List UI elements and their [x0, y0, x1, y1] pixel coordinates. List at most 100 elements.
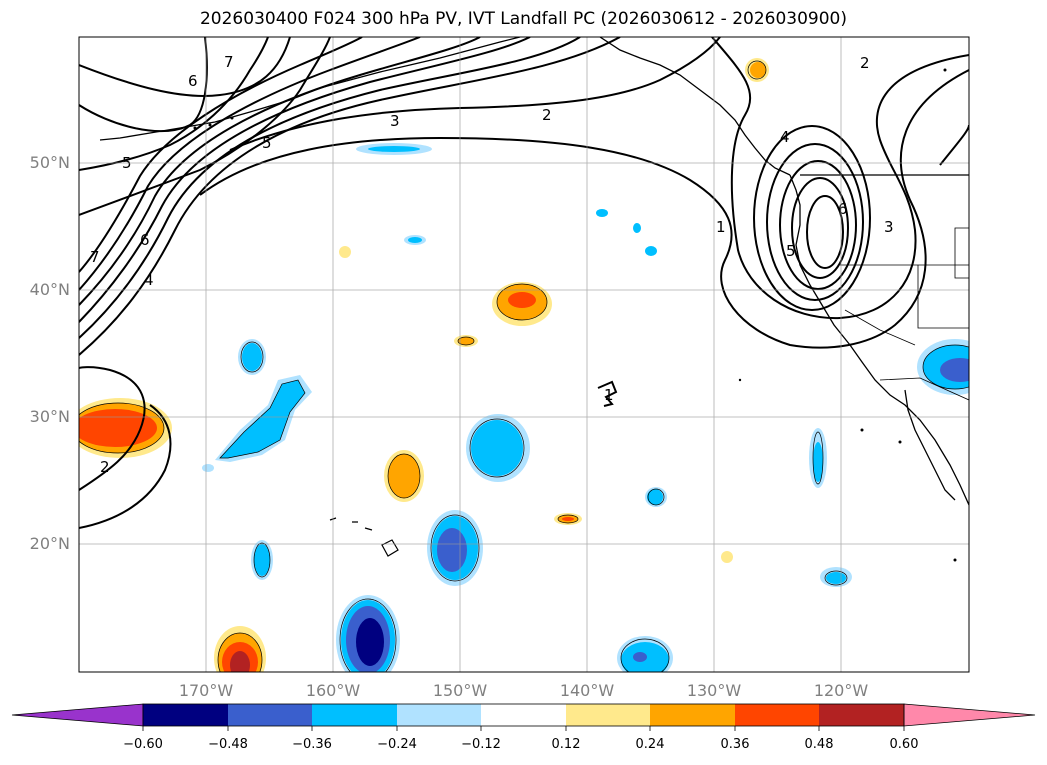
pv-contour: [229, 37, 721, 151]
lon-label: 160°W: [305, 681, 361, 700]
contour-label: 1: [604, 386, 614, 404]
negative-anomaly: [471, 420, 523, 476]
positive-anomaly: [562, 517, 574, 521]
contour-label: 2: [542, 106, 552, 124]
colorbar-extend-high: [903, 703, 1036, 727]
lat-label: 30°N: [29, 407, 70, 426]
pv-contour: [79, 37, 208, 133]
anomaly-outline: [79, 402, 165, 454]
hawaii-islands: [329, 517, 399, 557]
positive-anomaly: [508, 292, 536, 308]
pv-contour: [79, 37, 421, 291]
lon-label: 130°W: [686, 681, 742, 700]
contour-label: 4: [780, 128, 790, 146]
pv-contour: [79, 37, 621, 356]
colorbar-segment: [650, 704, 735, 726]
colorbar-extend-low: [11, 703, 144, 727]
anomaly-outline: [620, 638, 670, 672]
negative-anomaly: [940, 358, 969, 382]
lon-label: 140°W: [559, 681, 615, 700]
na-west-coast: [789, 174, 969, 506]
pv-contours: [79, 37, 969, 529]
pv-contour: [806, 195, 844, 269]
colorbar-segment: [143, 704, 228, 726]
pv-contour: [79, 37, 481, 306]
pv-contour: [79, 366, 146, 491]
positive-anomaly: [388, 454, 420, 498]
lon-label: 150°W: [432, 681, 488, 700]
state-border: [954, 227, 969, 279]
pv-contour: [939, 124, 969, 166]
colorbar-tick-label: 0.36: [720, 737, 750, 752]
anomaly-outline: [824, 570, 848, 586]
contour-label: 7: [90, 248, 100, 266]
pv-contour: [753, 125, 871, 311]
negative-anomaly: [826, 572, 846, 584]
positive-anomaly: [230, 651, 250, 672]
contour-label: 5: [786, 242, 796, 260]
anomaly-outline: [217, 632, 263, 672]
colorbar-tick-label: −0.12: [461, 737, 501, 752]
plot-border: [78, 36, 970, 673]
anomaly-outline: [457, 336, 475, 346]
colorbar-tick-label: −0.60: [123, 737, 163, 752]
contour-label: 2: [100, 458, 110, 476]
anomaly-outline: [747, 60, 767, 80]
pv-contour: [199, 69, 969, 349]
anomaly-outline: [812, 431, 824, 485]
contour-label: 6: [188, 72, 198, 90]
positive-anomaly: [458, 337, 474, 345]
anomaly-outline: [387, 453, 421, 499]
anomaly-outline: [557, 514, 579, 524]
contour-label: 3: [884, 218, 894, 236]
contour-label: 7: [224, 53, 234, 71]
contour-label: 6: [838, 200, 848, 218]
pv-contour: [779, 160, 857, 290]
colorbar-segment: [566, 704, 650, 726]
negative-anomaly: [242, 343, 262, 371]
anomaly-outline: [922, 344, 969, 390]
contour-labels: 7 6 5 5 3 2 2 6 7 4 1 4 6 5 3 1 2: [90, 53, 894, 476]
negative-anomaly: [368, 146, 420, 152]
anomaly-outlines: [79, 60, 969, 672]
lon-label: 120°W: [813, 681, 869, 700]
lon-label: 170°W: [178, 681, 234, 700]
colorbar-segment: [228, 704, 312, 726]
contour-label: 1: [716, 218, 726, 236]
alaska-panhandle: [599, 37, 791, 176]
colorbar-segment: [312, 704, 397, 726]
negative-anomaly: [647, 489, 663, 505]
colorbar-segment: [735, 704, 819, 726]
baja-california: [904, 389, 956, 501]
anomaly-outline: [253, 542, 271, 578]
mexico-border: [879, 377, 969, 401]
pv-contour: [79, 37, 531, 323]
negative-anomaly: [596, 209, 608, 217]
contour-label: 6: [140, 231, 150, 249]
contour-label: 4: [144, 271, 154, 289]
pv-contour: [597, 380, 618, 407]
anomaly-outline: [240, 341, 264, 373]
colorbar-tick-label: −0.24: [377, 737, 417, 752]
negative-anomaly: [356, 618, 384, 666]
colorbar-tick-label: 0.12: [551, 737, 581, 752]
pv-contour: [711, 37, 969, 320]
colorbar: [11, 703, 1036, 731]
negative-anomaly: [220, 380, 305, 458]
negative-anomaly: [645, 246, 657, 256]
anomaly-outline: [430, 514, 480, 582]
contour-label: 5: [262, 134, 272, 152]
negative-anomaly: [254, 544, 270, 576]
pv-contour: [79, 404, 172, 529]
state-border: [844, 309, 916, 346]
filled-anomalies: [79, 58, 969, 672]
map-plot-area: 7 6 5 5 3 2 2 6 7 4 1 4 6 5 3 1 2: [79, 37, 969, 672]
anomaly-outline: [339, 598, 397, 672]
negative-anomaly: [437, 528, 467, 572]
colorbar-tick-label: −0.48: [208, 737, 248, 752]
pv-contour: [766, 143, 864, 301]
colorbar-segment: [397, 704, 481, 726]
negative-anomaly: [202, 464, 214, 472]
anomaly-outline: [219, 379, 306, 459]
anomaly-outline: [647, 488, 665, 506]
